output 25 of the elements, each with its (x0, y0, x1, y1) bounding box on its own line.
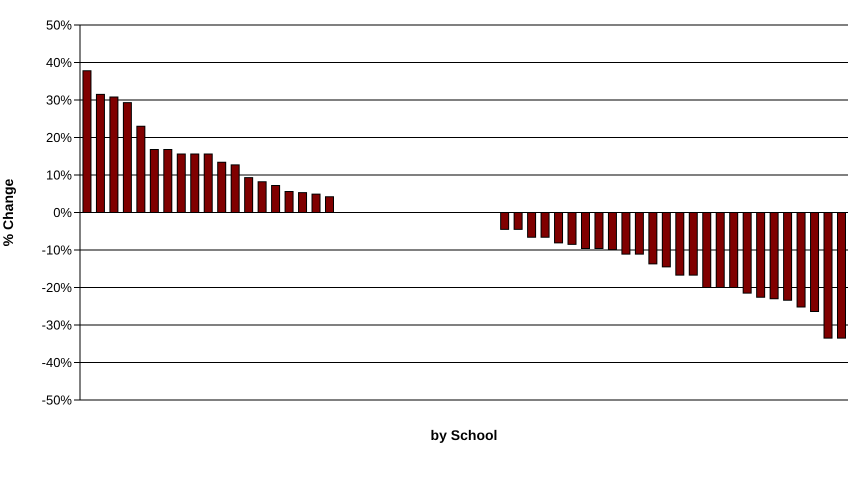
y-tick-label: -50% (42, 392, 72, 408)
bar (298, 192, 308, 213)
bar (540, 212, 550, 238)
bar (554, 212, 564, 244)
y-tick-label: -30% (42, 318, 72, 333)
bar (271, 185, 280, 213)
bar (324, 196, 334, 213)
y-tick-label: -20% (42, 280, 72, 296)
bar (284, 191, 294, 213)
y-tick-label: -40% (42, 355, 72, 370)
y-tick-label: 0% (53, 205, 72, 220)
bar (500, 212, 510, 230)
bar (527, 212, 536, 238)
bar (258, 181, 267, 213)
y-tick-label: -10% (42, 242, 72, 258)
y-tick-label: 40% (46, 55, 72, 70)
bar (514, 212, 523, 230)
y-tick-label: 50% (46, 18, 72, 33)
y-tick-label: 20% (46, 130, 72, 146)
x-axis-title: by School (430, 427, 498, 443)
bar (568, 212, 577, 245)
y-tick-label: 30% (46, 92, 72, 108)
bar (312, 194, 321, 213)
y-tick-label: 10% (46, 168, 72, 183)
y-axis-title: % Change (0, 178, 16, 246)
